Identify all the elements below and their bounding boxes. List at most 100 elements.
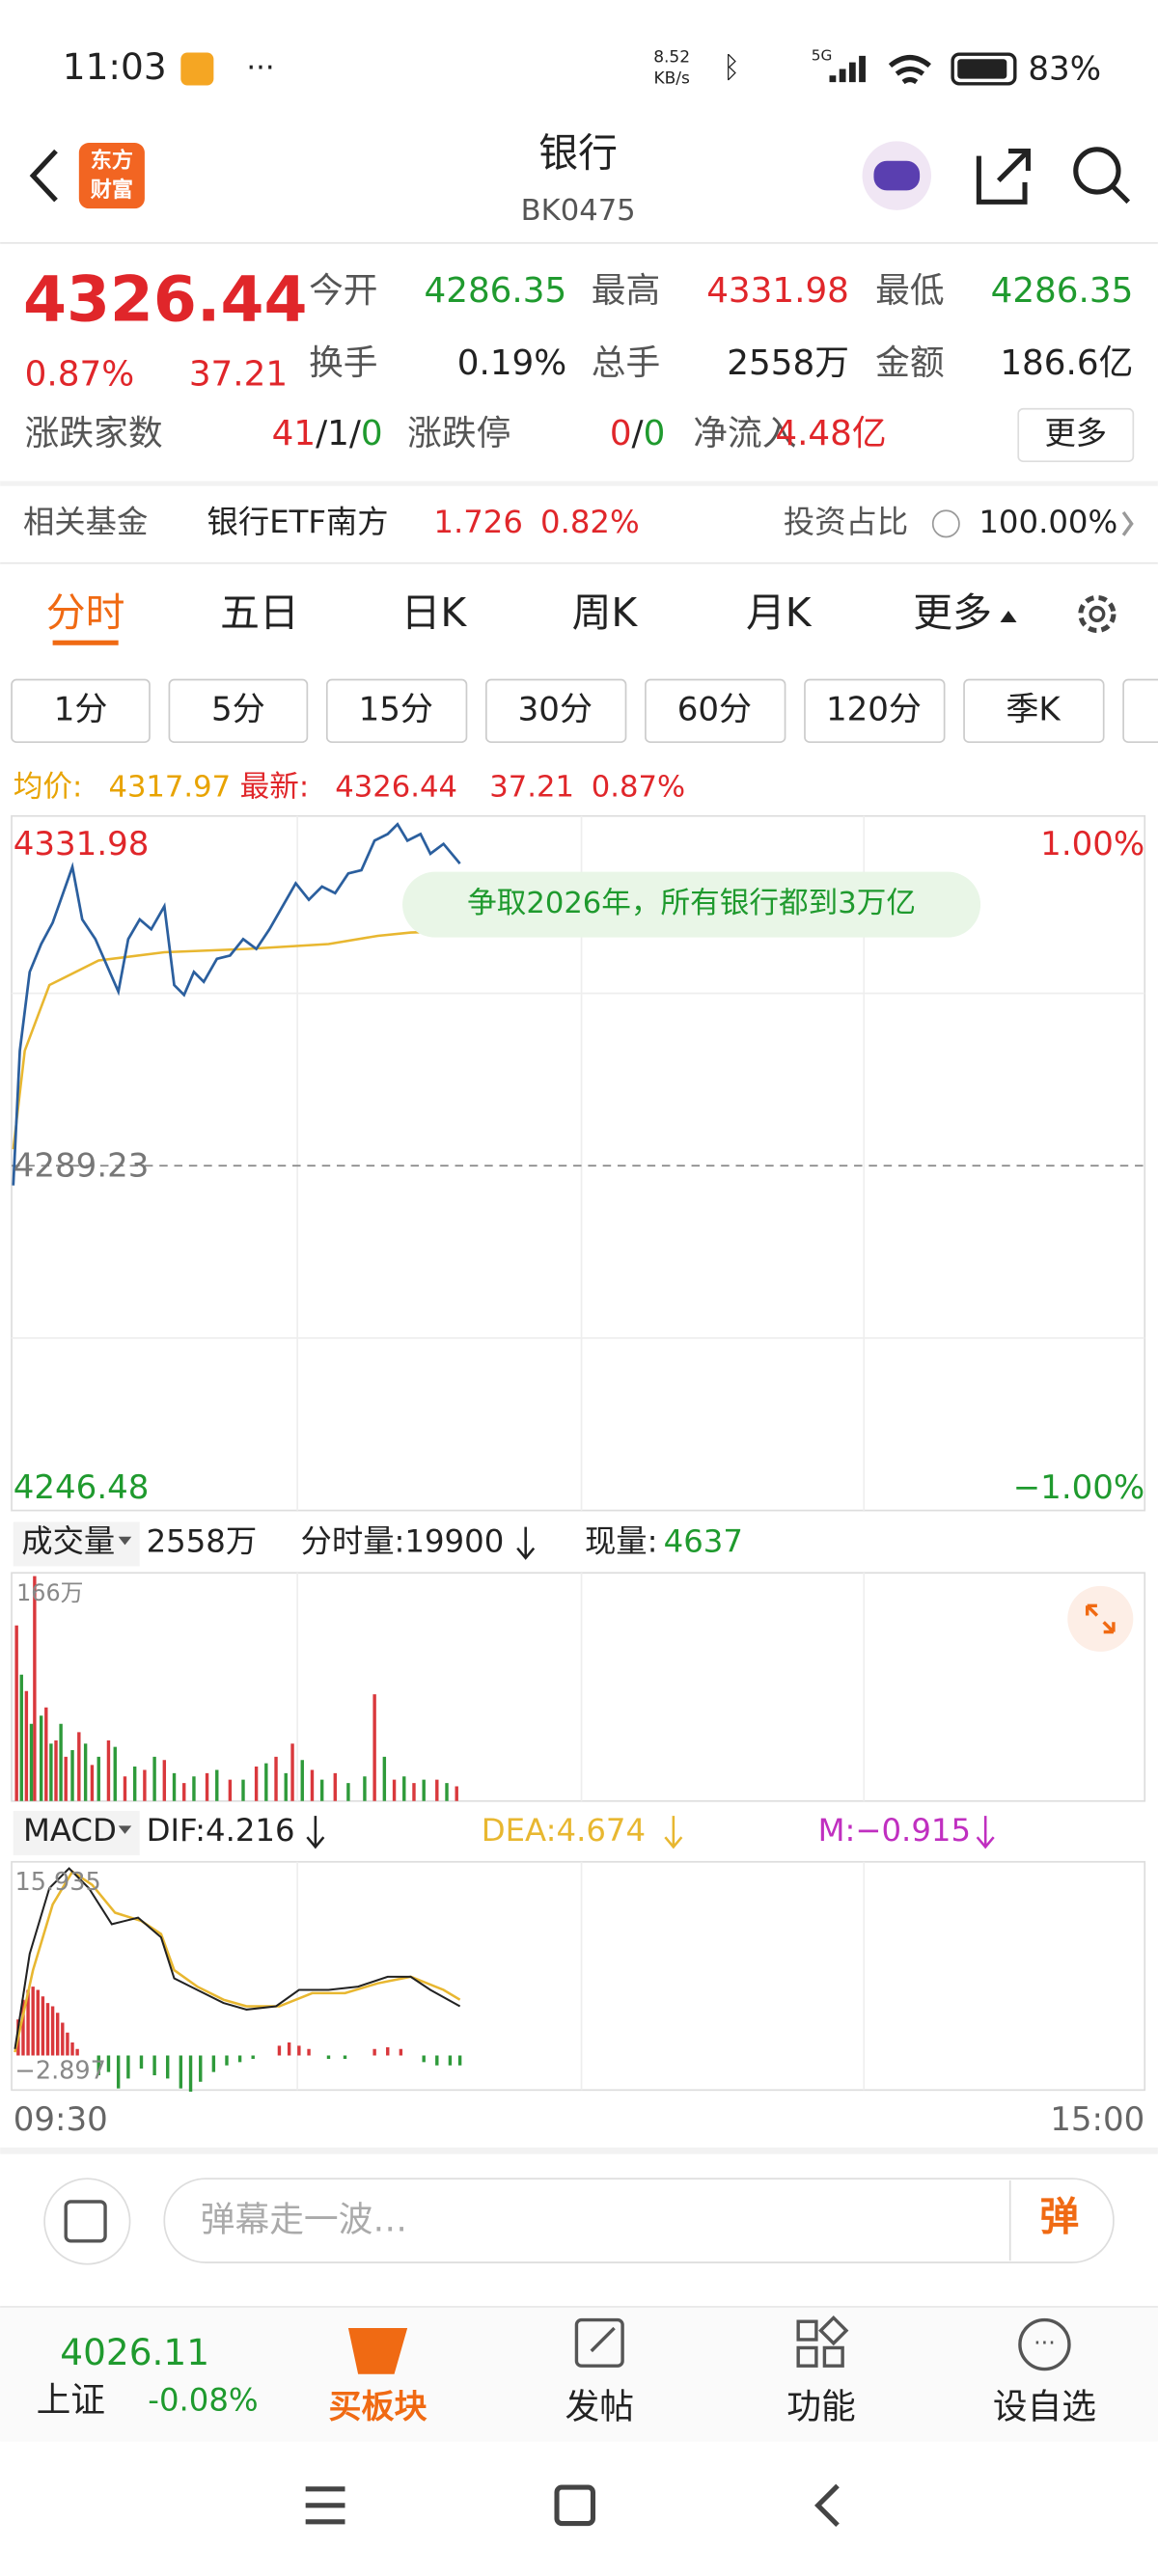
bottom-nav — [0, 2306, 1158, 2442]
search-button[interactable] — [1073, 147, 1121, 195]
down-arrow — [976, 1816, 995, 1850]
comment-placeholder: 弹幕走一波… — [201, 2200, 407, 2239]
indicator-select[interactable] — [13, 1810, 140, 1855]
macd-max: 15.935 — [14, 1868, 100, 1897]
function-icon — [818, 2315, 849, 2346]
back-key[interactable] — [813, 2483, 840, 2528]
breadth-down: 0 — [361, 414, 383, 453]
logo-text: 财富 — [91, 178, 133, 203]
menu-key[interactable] — [305, 2486, 345, 2525]
tab[interactable]: 分时 — [46, 589, 125, 636]
stat-value: 4286.35 — [425, 271, 567, 311]
period-button[interactable] — [1122, 678, 1158, 744]
down-arrow — [664, 1816, 683, 1850]
limit-label: 涨跌停 — [407, 414, 510, 453]
tab[interactable]: 月K — [746, 589, 813, 636]
macd-dea: DEA:4.674 — [482, 1812, 646, 1849]
period-button[interactable] — [485, 678, 627, 744]
home-key[interactable] — [554, 2484, 596, 2527]
danmaku-button[interactable]: 弹 — [1039, 2194, 1079, 2240]
stat-value: 0.19% — [457, 343, 566, 383]
function-icon — [796, 2319, 818, 2342]
battery-level — [957, 59, 1007, 79]
robot-face — [873, 160, 921, 191]
signal — [829, 55, 866, 83]
share-value: 100.00% — [979, 504, 1117, 540]
macd-dif: DIF:4.216 — [147, 1812, 295, 1849]
nav-item[interactable]: 买板块 — [329, 2388, 427, 2426]
net-speed: 8.52 — [653, 48, 690, 68]
base-label: 4289.23 — [14, 1146, 150, 1185]
macd-m: M:−0.915 — [818, 1812, 971, 1849]
tab[interactable]: 更多 — [913, 589, 992, 636]
inflow-label: 净流入 — [693, 414, 796, 453]
breadth-flat: /1/ — [316, 414, 362, 453]
page-title: 银行 — [538, 130, 618, 177]
period-label: 季K — [1006, 690, 1062, 728]
expand-icon — [1085, 1603, 1116, 1634]
volume-bars-down — [19, 1674, 449, 1801]
period-button[interactable] — [11, 678, 151, 744]
chart-frame — [11, 814, 1146, 1512]
price: 4326.44 — [23, 263, 308, 336]
comment-input[interactable] — [163, 2178, 1115, 2263]
battery-text: 83% — [1028, 50, 1101, 89]
breadth-label: 涨跌家数 — [25, 414, 163, 453]
watchlist-icon — [1018, 2317, 1071, 2371]
back-button[interactable] — [29, 149, 58, 203]
settings-button[interactable] — [1078, 594, 1117, 634]
time-start: 09:30 — [14, 2100, 108, 2139]
period-button[interactable] — [325, 678, 468, 744]
low-pct-label: −1.00% — [1013, 1468, 1145, 1507]
battery — [951, 52, 1017, 86]
period-label: 1分 — [54, 690, 108, 728]
index-pct: -0.08% — [148, 2382, 258, 2419]
fund-name[interactable]: 银行ETF南方 — [207, 504, 389, 540]
period-button[interactable] — [168, 678, 309, 744]
watchlist-dots: ··· — [1034, 2330, 1056, 2357]
period-label: 30分 — [518, 690, 593, 728]
divider — [0, 480, 1158, 486]
annotation-bubble[interactable] — [402, 871, 981, 938]
low-label: 4246.48 — [14, 1468, 150, 1507]
nav-item[interactable]: 发帖 — [565, 2387, 634, 2426]
expand-button[interactable] — [1067, 1585, 1134, 1652]
period-button[interactable] — [804, 678, 946, 744]
help-icon[interactable] — [931, 509, 960, 538]
bluetooth: ᛒ — [723, 51, 740, 85]
down-arrow — [306, 1816, 325, 1850]
index-value[interactable]: 4026.11 — [60, 2331, 209, 2373]
stat-value: 4286.35 — [991, 271, 1134, 311]
stat-label: 金额 — [875, 343, 944, 383]
macd-frame — [11, 1860, 1146, 2092]
last-value: 4326.44 — [335, 770, 457, 804]
time-end: 15:00 — [1050, 2100, 1144, 2139]
function-icon — [822, 2345, 844, 2368]
tab[interactable]: 周K — [572, 589, 639, 636]
avg-label: 均价: — [14, 770, 83, 804]
period-button[interactable] — [963, 678, 1105, 744]
more-button[interactable] — [1017, 407, 1135, 463]
macd-bars-down — [96, 2055, 462, 2092]
volume-max: 166万 — [16, 1579, 83, 1606]
tab[interactable]: 日K — [401, 589, 468, 636]
post-icon — [574, 2317, 624, 2368]
tab[interactable]: 五日 — [220, 589, 299, 636]
macd-min: −2.897 — [14, 2057, 105, 2086]
volume-bars-up — [14, 1576, 458, 1801]
indicator-select[interactable] — [13, 1521, 140, 1567]
fund-pct: 0.82% — [540, 504, 640, 540]
nav-item[interactable]: 功能 — [786, 2387, 855, 2426]
danmaku-toggle[interactable] — [43, 2178, 131, 2265]
share-button[interactable] — [976, 149, 1031, 205]
nav-item[interactable]: 设自选 — [993, 2387, 1096, 2426]
stat-label: 最高 — [592, 271, 660, 311]
tab-underline — [52, 640, 119, 645]
period-button[interactable] — [645, 678, 786, 744]
inflow-value: 4.48亿 — [775, 414, 886, 453]
danmaku-icon — [64, 2200, 107, 2243]
change: 37.21 — [189, 355, 288, 395]
chevron — [1121, 510, 1134, 536]
change-pct: 0.87% — [25, 355, 134, 395]
